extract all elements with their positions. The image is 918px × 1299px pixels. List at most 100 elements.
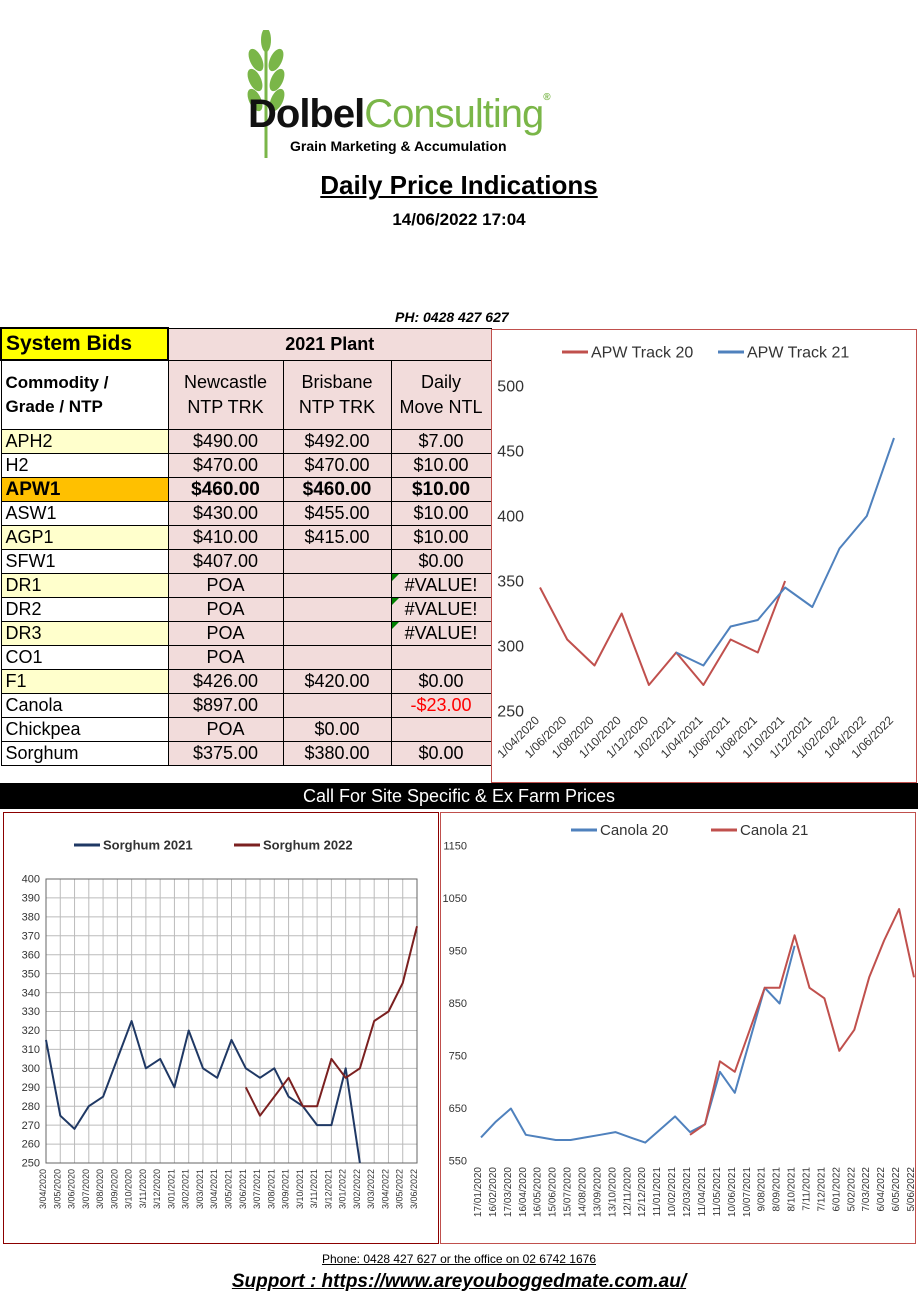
x-tick-label: 3/01/2022 [338, 1169, 348, 1209]
table-row: Canola $897.00 -$23.00 [0, 693, 492, 718]
plot-area [45, 878, 418, 1164]
page-title: Daily Price Indications [320, 170, 598, 200]
y-tick-label: 450 [497, 443, 524, 460]
legend-label: Canola 20 [600, 822, 668, 839]
x-tick-label: 3/03/2021 [195, 1169, 205, 1209]
x-tick-label: 16/02/2020 [488, 1167, 499, 1217]
table-row: APW1 $460.00 $460.00 $10.00 [0, 477, 492, 502]
x-tick-label: 7/11/2021 [801, 1167, 812, 1211]
x-tick-label: 16/05/2020 [533, 1167, 544, 1217]
grade-cell: DR3 [0, 621, 169, 646]
x-tick-label: 3/08/2021 [266, 1169, 276, 1209]
newcastle-price-cell: POA [167, 621, 284, 646]
y-tick-label: 320 [22, 1025, 40, 1037]
daily-move-cell: #VALUE! [390, 597, 492, 622]
y-tick-label: 300 [497, 638, 524, 655]
wheat-icon [247, 30, 285, 158]
col-brisbane-header: Brisbane NTP TRK [282, 359, 392, 430]
grade-cell: Canola [0, 693, 169, 718]
series-line-1 [244, 926, 418, 1117]
daily-move-cell [390, 645, 492, 670]
x-tick-label: 3/12/2020 [152, 1169, 162, 1209]
series-line-1 [675, 437, 895, 667]
daily-move-cell: -$23.00 [390, 693, 492, 718]
x-tick-label: 12/03/2021 [682, 1167, 693, 1217]
canola-chart: 550 650 750 850 950 1050 1150 17/01/2020 16/02/2… [440, 812, 917, 1244]
x-tick-label: 3/12/2021 [323, 1169, 333, 1209]
daily-move-cell: $0.00 [390, 669, 492, 694]
y-tick-label: 370 [22, 930, 40, 942]
x-tick-label: 13/09/2020 [592, 1167, 603, 1217]
x-tick-label: 3/11/2020 [138, 1169, 148, 1208]
x-tick-label: 16/04/2020 [518, 1167, 529, 1217]
table-row: ASW1 $430.00 $455.00 $10.00 [0, 501, 492, 526]
x-tick-label: 3/05/2022 [395, 1169, 405, 1209]
price-table: System Bids 2021 Plant Commodity / Grade … [0, 327, 492, 766]
y-tick-label: 1050 [443, 893, 467, 905]
x-tick-label: 3/11/2021 [309, 1169, 319, 1208]
newcastle-price-cell: $407.00 [167, 549, 284, 574]
daily-move-cell: $10.00 [390, 477, 492, 502]
y-tick-label: 500 [497, 378, 524, 395]
y-tick-label: 250 [22, 1158, 40, 1170]
table-row: F1 $426.00 $420.00 $0.00 [0, 669, 492, 694]
table-row: SFW1 $407.00 $0.00 [0, 549, 492, 574]
y-tick-label: 950 [449, 946, 467, 958]
daily-move-cell: $0.00 [390, 549, 492, 574]
y-tick-label: 360 [22, 949, 40, 961]
x-tick-label: 3/03/2022 [366, 1169, 376, 1209]
error-indicator-icon [391, 574, 399, 581]
grade-cell: Sorghum [0, 741, 169, 766]
brisbane-price-cell: $380.00 [282, 741, 392, 766]
system-bids-label: System Bids [0, 327, 169, 361]
x-tick-label: 3/10/2020 [124, 1169, 134, 1209]
brisbane-price-cell [282, 645, 392, 670]
phone-number: PH: 0428 427 627 [395, 309, 509, 325]
table-row: AGP1 $410.00 $415.00 $10.00 [0, 525, 492, 550]
x-tick-label: 17/03/2020 [503, 1167, 514, 1217]
footer-phone: Phone: 0428 427 627 or the office on 02 … [321, 1252, 596, 1266]
brisbane-price-cell: $492.00 [282, 429, 392, 454]
x-tick-label: 3/09/2021 [281, 1169, 291, 1209]
x-tick-label: 13/10/2020 [607, 1167, 618, 1217]
series-line-0 [539, 580, 787, 686]
logo: DolbelConsulting® Grain Marketing & Accu… [240, 30, 600, 160]
x-tick-label: 6/04/2022 [876, 1167, 887, 1212]
x-tick-label: 3/05/2021 [224, 1169, 234, 1209]
grade-cell: CO1 [0, 645, 169, 670]
x-tick-label: 6/05/2022 [891, 1167, 902, 1212]
x-tick-label: 14/08/2020 [578, 1167, 589, 1217]
brisbane-price-cell: $420.00 [282, 669, 392, 694]
x-tick-label: 7/03/2022 [861, 1167, 872, 1212]
x-tick-label: 3/02/2021 [181, 1169, 191, 1209]
table-row: Sorghum $375.00 $380.00 $0.00 [0, 741, 492, 766]
x-tick-label: 15/06/2020 [548, 1167, 559, 1217]
y-tick-label: 750 [449, 1051, 467, 1063]
y-tick-label: 340 [22, 987, 40, 999]
y-tick-label: 350 [22, 968, 40, 980]
table-row: CO1 POA [0, 645, 492, 670]
newcastle-price-cell: $426.00 [167, 669, 284, 694]
support-link[interactable]: Support : https://www.areyouboggedmate.c… [231, 1271, 687, 1292]
x-tick-label: 3/06/2020 [67, 1169, 77, 1209]
x-tick-label: 3/02/2022 [352, 1169, 362, 1209]
x-tick-label: 17/01/2020 [473, 1167, 484, 1217]
brisbane-price-cell: $455.00 [282, 501, 392, 526]
apw-chart: 250 300 350 400 450 500 1/04/2020 1/06/2020 1/08… [491, 329, 917, 783]
grade-cell: H2 [0, 453, 169, 478]
logo-tagline: Grain Marketing & Accumulation [290, 138, 507, 154]
newcastle-price-cell: $490.00 [167, 429, 284, 454]
x-tick-label: 12/12/2020 [637, 1167, 648, 1217]
x-tick-label: 3/04/2020 [38, 1169, 48, 1209]
y-tick-label: 400 [497, 508, 524, 525]
y-tick-label: 350 [497, 573, 524, 590]
series-line-0 [45, 1020, 361, 1164]
newcastle-price-cell: $430.00 [167, 501, 284, 526]
daily-move-cell: $7.00 [390, 429, 492, 454]
y-tick-label: 300 [22, 1063, 40, 1075]
logo-brand: DolbelConsulting® [248, 92, 551, 136]
y-tick-label: 280 [22, 1101, 40, 1113]
plant-label: 2021 Plant [167, 327, 492, 361]
x-tick-label: 5/02/2022 [846, 1167, 857, 1212]
y-tick-label: 380 [22, 912, 40, 924]
